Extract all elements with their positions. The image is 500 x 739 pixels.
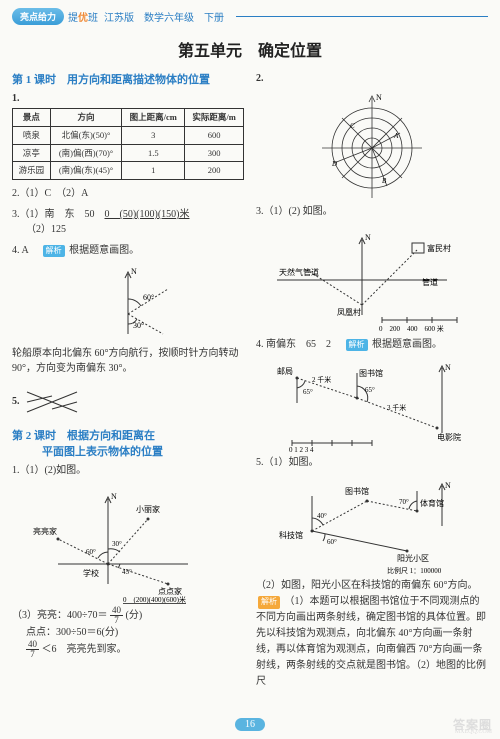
svg-text:邮局: 邮局 [277,366,293,376]
svg-text:N: N [111,492,117,501]
svg-text:N: N [365,233,371,242]
series-label: 提优班 [68,9,98,24]
svg-text:亮亮家: 亮亮家 [33,526,57,536]
svg-text:N: N [131,267,137,276]
q2: 2.（1）C （2）A [12,186,244,201]
svg-text:小丽家: 小丽家 [136,504,160,514]
page-header: 亮点给力 提优班 江苏版 数学六年级 下册 [0,0,500,29]
lesson1-title: 第 1 课时 用方向和距离描述物体的位置 [12,71,244,87]
left-column: 第 1 课时 用方向和距离描述物体的位置 1. 景点 方向 图上距离/cm 实际… [12,71,244,696]
analysis-tag: 解析 [346,339,368,351]
svg-text:65°: 65° [303,388,313,396]
r-q4: 4. 南偏东 65 2 解析 根据题意画图。 [256,337,488,352]
svg-text:65°: 65° [365,386,375,394]
r-q5-2: （2）如图，阳光小区在科技馆的南偏东 60°方向。 解析 （1）本题可以根据图书… [256,578,488,690]
edition-label: 江苏版 数学六年级 下册 [104,9,224,24]
svg-text:天然气管道: 天然气管道 [279,267,319,277]
svg-text:A: A [393,132,399,140]
header-rule [236,16,488,17]
svg-text:60°: 60° [327,538,337,546]
svg-text:30°: 30° [133,321,144,330]
svg-text:学校: 学校 [83,568,99,578]
analysis-tag: 解析 [43,245,65,257]
lesson2-title: 第 2 课时 根据方向和距离在 平面图上表示物体的位置 [12,427,244,459]
svg-text:30°: 30° [112,540,122,548]
svg-text:0 (200)(400)(600)米: 0 (200)(400)(600)米 [123,595,186,604]
r-q3-diagram: N 富民村 管道 天然气管道 凤凰村 0 200 400 600 米 [267,225,477,335]
r-q3: 3.（1）(2) 如图。 [256,204,488,219]
svg-text:0 200 400 600 米: 0 200 400 600 米 [379,324,444,333]
q5: 5. [12,382,244,421]
svg-text:电影院: 电影院 [437,432,461,442]
svg-text:凤凰村: 凤凰村 [337,307,361,317]
svg-text:图书馆: 图书馆 [345,486,369,496]
svg-text:点点家: 点点家 [158,586,182,596]
q4: 4. A 解析 根据题意画图。 [12,243,244,258]
svg-text:体育馆: 体育馆 [420,498,444,508]
q5-diagram [22,384,82,419]
r-q2-diagram: N A B C D [302,88,442,198]
svg-text:管道: 管道 [422,277,438,287]
q1-table: 景点 方向 图上距离/cm 实际距离/m 喷泉北偏(东)(50)° 3600 凉… [12,108,244,180]
svg-text:N: N [445,363,451,372]
q1: 1. 景点 方向 图上距离/cm 实际距离/m 喷泉北偏(东)(50)° 360… [12,91,244,180]
r-q4-diagram: 邮局 图书馆 N 电影院 65° 65° 2 千米 3 千米 0 1 2 3 4 [267,358,477,453]
svg-text:科技馆: 科技馆 [279,530,303,540]
r-q2: 2. N A B C D [256,71,488,198]
right-column: 2. N A B C D [256,71,488,696]
svg-text:3 千米: 3 千米 [387,403,406,412]
unit-title: 第五单元 确定位置 [0,37,500,61]
svg-text:D: D [331,160,337,168]
r-q5-diagram: N 图书馆 体育馆 科技馆 阳光小区 40° 70° 60° 比例尺 1：100… [267,476,477,576]
page-number: 16 [235,718,265,731]
svg-text:B: B [382,177,387,185]
svg-text:60°: 60° [86,548,96,556]
svg-text:N: N [376,93,382,102]
watermark-url: MXEQQ.COM [455,729,492,735]
svg-text:比例尺 1：100000: 比例尺 1：100000 [387,566,442,575]
svg-text:0 1 2 3 4: 0 1 2 3 4 [289,446,314,453]
analysis-tag: 解析 [258,596,280,609]
svg-text:40°: 40° [317,512,327,520]
svg-text:70°: 70° [399,498,409,506]
r-q5: 5.（1）如图。 [256,455,488,470]
l2-q1: 1.（1）(2)如图。 [12,463,244,478]
svg-text:阳光小区: 阳光小区 [397,553,429,563]
q4-text: 轮船原本向北偏东 60°方向航行，按顺时针方向转动 90°，方向变为南偏东 30… [12,346,244,376]
svg-text:富民村: 富民村 [427,243,451,253]
svg-text:C: C [350,122,355,130]
svg-text:N: N [445,481,451,490]
svg-text:45°: 45° [122,568,132,576]
l2-diagram: N 小丽家 亮亮家 学校 点点家 60° 30° 45° 0 (200)(400… [28,484,228,604]
brand-badge: 亮点给力 [12,8,64,25]
svg-text:2 千米: 2 千米 [312,375,331,384]
l2-q3: （3）亮亮：400÷70＝ 407 (分) 点点：300÷50＝6(分) 407… [12,606,244,659]
svg-text:60°: 60° [143,293,154,302]
svg-text:图书馆: 图书馆 [359,368,383,378]
q4-diagram: N 60° 30° [73,264,183,344]
q3: 3.（1）南 东 50 0 (50)(100)(150)米 （2）125 [12,207,244,237]
